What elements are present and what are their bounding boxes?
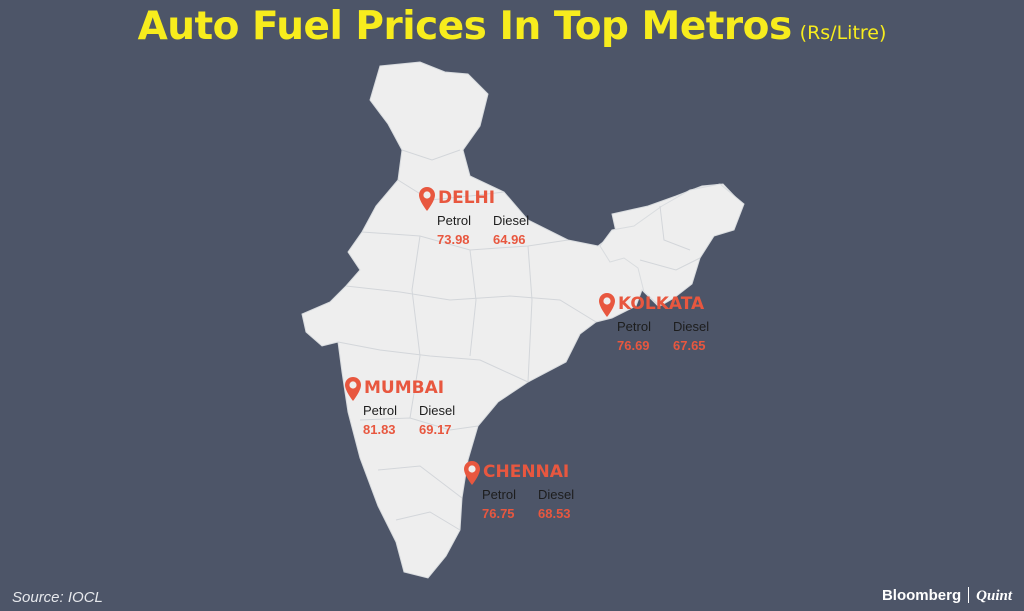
title-text: Auto Fuel Prices In Top Metros: [137, 4, 793, 49]
fuel-type-labels: Petrol Diesel: [617, 319, 729, 334]
petrol-label: Petrol: [482, 487, 516, 502]
brand-quint: Quint: [976, 588, 1012, 604]
diesel-price: 64.96: [493, 232, 526, 247]
location-pin-icon: [345, 377, 361, 401]
fuel-type-labels: Petrol Diesel: [363, 403, 475, 418]
diesel-label: Diesel: [493, 213, 530, 228]
diesel-price: 67.65: [673, 338, 706, 353]
city-name: KOLKATA: [618, 294, 705, 314]
source-note: Source: IOCL: [12, 589, 103, 606]
diesel-price: 69.17: [419, 422, 452, 437]
petrol-label: Petrol: [363, 403, 397, 418]
state-borders: [337, 149, 701, 531]
fuel-type-labels: Petrol Diesel: [482, 487, 594, 502]
location-pin-icon: [419, 187, 435, 211]
india-northeast-shape: [599, 183, 745, 307]
petrol-price: 73.98: [437, 232, 470, 247]
india-mainland-shape: [301, 61, 743, 579]
diesel-label: Diesel: [419, 403, 456, 418]
fuel-price-values: 76.75 68.53: [482, 506, 594, 521]
petrol-price: 81.83: [363, 422, 396, 437]
brand-bloomberg: Bloomberg: [881, 587, 962, 604]
city-name: DELHI: [438, 188, 496, 208]
petrol-price: 76.69: [617, 338, 650, 353]
map-title: Auto Fuel Prices In Top Metros (Rs/Litre): [0, 4, 1024, 49]
diesel-label: Diesel: [673, 319, 710, 334]
brand-divider: [968, 587, 970, 603]
petrol-label: Petrol: [617, 319, 651, 334]
fuel-price-values: 76.69 67.65: [617, 338, 729, 353]
petrol-label: Petrol: [437, 213, 471, 228]
city-name: MUMBAI: [364, 378, 445, 398]
city-name: CHENNAI: [483, 462, 570, 482]
fuel-price-values: 81.83 69.17: [363, 422, 475, 437]
title-unit: (Rs/Litre): [799, 22, 887, 44]
petrol-price: 76.75: [482, 506, 515, 521]
fuel-price-values: 73.98 64.96: [437, 232, 549, 247]
brand-logo: Bloomberg Quint: [882, 587, 1012, 605]
location-pin-icon: [464, 461, 480, 485]
fuel-type-labels: Petrol Diesel: [437, 213, 549, 228]
diesel-label: Diesel: [538, 487, 575, 502]
diesel-price: 68.53: [538, 506, 571, 521]
location-pin-icon: [599, 293, 615, 317]
